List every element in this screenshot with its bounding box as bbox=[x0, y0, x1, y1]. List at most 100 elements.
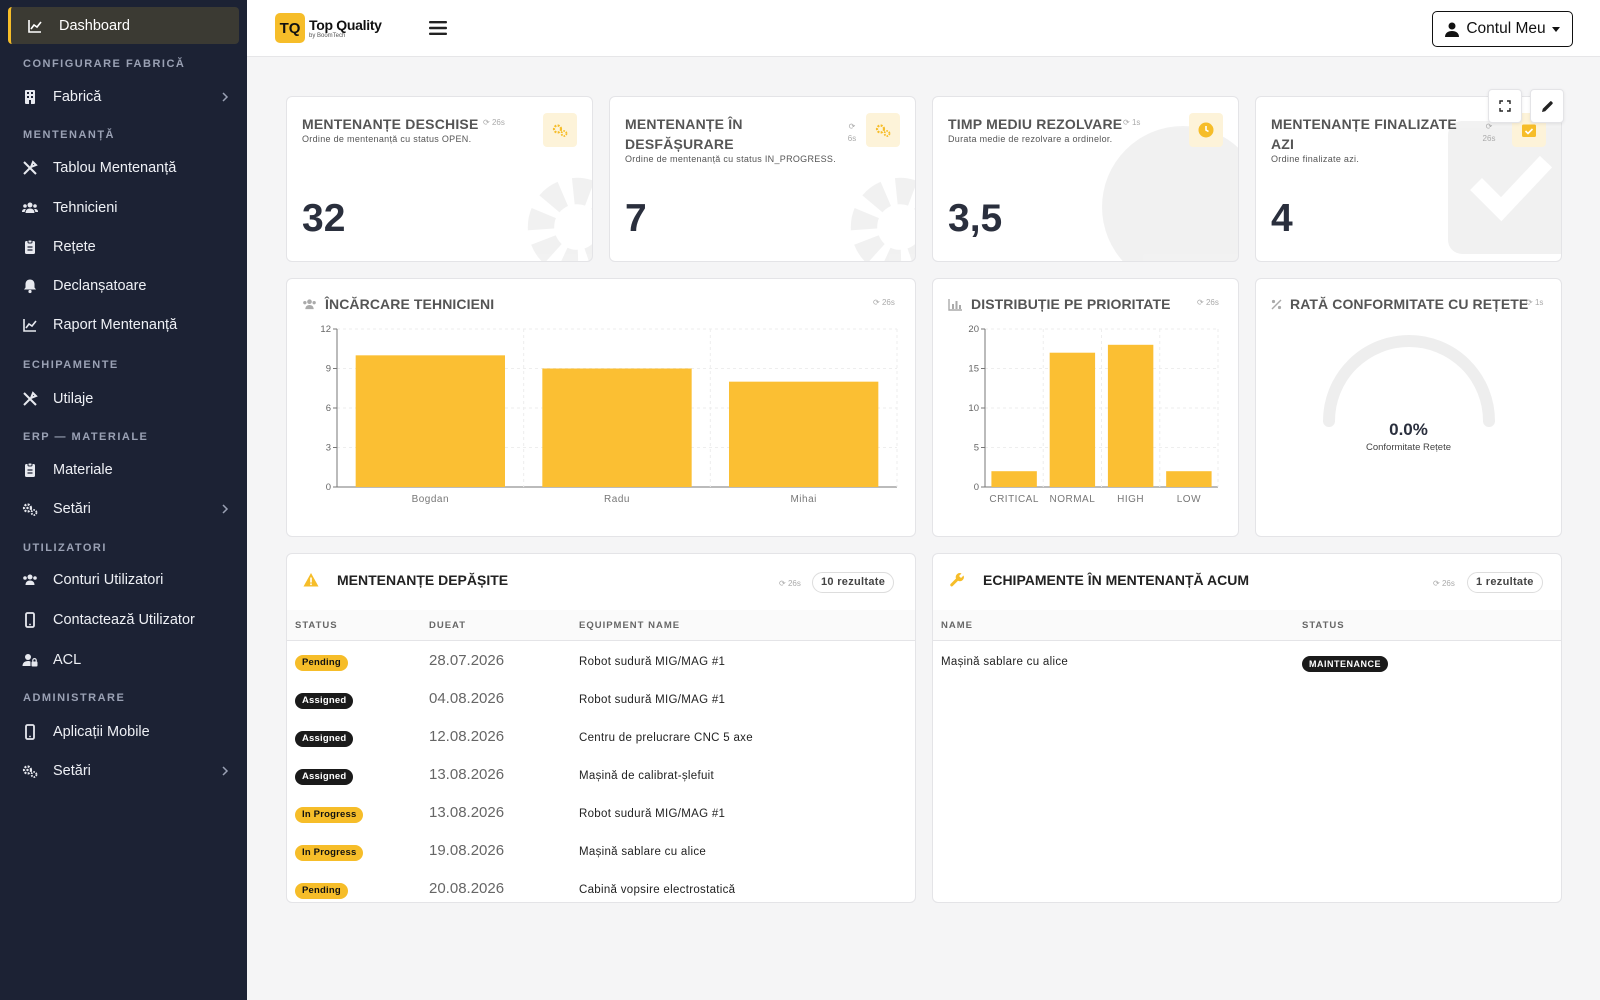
x-tick-label: NORMAL bbox=[1049, 494, 1095, 505]
sidebar-item-tablou-mentenanta[interactable]: Tablou Mentenanță bbox=[22, 156, 234, 180]
logo[interactable]: TQ Top Quality by BoomTech bbox=[275, 13, 382, 43]
sidebar-item-declansatoare[interactable]: Declanșatoare bbox=[22, 274, 234, 298]
x-tick-label: HIGH bbox=[1117, 494, 1144, 505]
status-badge: MAINTENANCE bbox=[1302, 656, 1388, 672]
table-row[interactable]: In Progress 19.08.2026 Mașină sablare cu a… bbox=[287, 833, 915, 871]
topbar: TQ Top Quality by BoomTech Contul Meu bbox=[247, 0, 1600, 57]
users-icon bbox=[22, 202, 38, 213]
equipment-name: Robot sudură MIG/MAG #1 bbox=[579, 656, 726, 668]
sidebar-item-label: Rețete bbox=[53, 239, 96, 255]
status-badge: Pending bbox=[295, 655, 348, 671]
building-icon bbox=[25, 90, 35, 104]
fullscreen-button[interactable] bbox=[1488, 89, 1522, 123]
due-date: 13.08.2026 bbox=[429, 766, 505, 783]
sidebar-item-acl[interactable]: ACL bbox=[22, 648, 234, 672]
y-tick-label: 10 bbox=[968, 403, 979, 414]
bar-normal bbox=[1049, 352, 1096, 487]
y-tick-label: 5 bbox=[974, 443, 979, 454]
sidebar-item-fabrica[interactable]: Fabrică bbox=[22, 85, 234, 109]
sidebar-item-setari-admin[interactable]: Setări bbox=[22, 759, 234, 783]
refresh-interval: ⟳ 26s bbox=[779, 579, 801, 588]
table-row[interactable]: In Progress 13.08.2026 Robot sudură MIG/MA… bbox=[287, 795, 915, 833]
logo-name: Top Quality bbox=[309, 16, 382, 33]
y-tick-label: 9 bbox=[326, 364, 331, 375]
equipment-name: Centru de prelucrare CNC 5 axe bbox=[579, 732, 753, 744]
kpi-subtitle: Ordine de mentenanță cu status IN_PROGRE… bbox=[625, 154, 836, 164]
bell-icon bbox=[24, 279, 36, 294]
status-badge: Assigned bbox=[295, 693, 354, 709]
user-lock-icon bbox=[22, 654, 38, 667]
table-row[interactable]: Pending 20.08.2026 Cabină vopsire electros… bbox=[287, 871, 915, 902]
sidebar-item-label: Utilaje bbox=[53, 391, 94, 407]
refresh-interval: ⟳ 26s bbox=[483, 118, 505, 127]
table-row[interactable]: Assigned 12.08.2026 Centru de prelucrare C… bbox=[287, 719, 915, 757]
y-tick-label: 15 bbox=[968, 364, 979, 375]
sidebar-section-title: UTILIZATORI bbox=[23, 542, 107, 554]
sidebar-item-retete[interactable]: Rețete bbox=[22, 235, 234, 259]
kpi-icon-box bbox=[543, 113, 577, 147]
sidebar-item-materiale[interactable]: Materiale bbox=[22, 458, 234, 482]
chart-line-icon bbox=[28, 19, 42, 33]
column-header-status[interactable]: STATUS bbox=[1302, 620, 1345, 631]
edit-button[interactable] bbox=[1530, 89, 1564, 123]
table-row[interactable]: Assigned 04.08.2026 Robot sudură MIG/MAG #… bbox=[287, 681, 915, 719]
chart-title: RATĂ CONFORMITATE CU REȚETE bbox=[1271, 296, 1528, 312]
column-header-equipment[interactable]: EQUIPMENT NAME bbox=[579, 620, 681, 631]
sidebar-section-title: ADMINISTRARE bbox=[23, 692, 126, 704]
table-row[interactable]: Assigned 13.08.2026 Mașină de calibrat-șle… bbox=[287, 757, 915, 795]
gears-watermark-icon bbox=[527, 177, 592, 261]
table-row[interactable]: Mașină sablare cu alice MAINTENANCE bbox=[933, 644, 1561, 682]
clipboard-icon bbox=[25, 239, 35, 254]
account-dropdown-button[interactable]: Contul Meu bbox=[1432, 11, 1573, 47]
sidebar-item-setari-erp[interactable]: Setări bbox=[22, 497, 234, 521]
sidebar-item-dashboard[interactable]: Dashboard bbox=[8, 7, 239, 44]
bar-mihai bbox=[729, 381, 879, 487]
equipment-name: Mașină sablare cu alice bbox=[941, 656, 1069, 668]
sidebar-item-raport-mentenanta[interactable]: Raport Mentenanță bbox=[22, 313, 234, 337]
refresh-interval: ⟳ 1s bbox=[1123, 118, 1141, 127]
y-tick-label: 0 bbox=[974, 482, 979, 493]
kpi-value: 32 bbox=[302, 197, 346, 240]
priority-distribution-bar-chart: 0 5 10 15 20 CRITICAL NORMAL HIGH LOW bbox=[968, 324, 1219, 505]
column-header-due[interactable]: DUEAT bbox=[429, 620, 467, 631]
y-tick-label: 12 bbox=[320, 324, 331, 335]
calendar-check-icon bbox=[1522, 124, 1536, 137]
sidebar-item-label: Contactează Utilizator bbox=[53, 612, 195, 628]
clock-icon bbox=[1198, 122, 1214, 138]
sidebar: Dashboard CONFIGURARE FABRICĂ Fabrică ME… bbox=[0, 0, 247, 1000]
hamburger-menu-icon[interactable] bbox=[429, 20, 447, 36]
sidebar-section-title: ECHIPAMENTE bbox=[23, 359, 119, 371]
due-date: 19.08.2026 bbox=[429, 842, 505, 859]
chart-title: ÎNCĂRCARE TEHNICIENI bbox=[302, 296, 494, 312]
sidebar-item-conturi-utilizatori[interactable]: Conturi Utilizatori bbox=[22, 568, 234, 592]
sidebar-item-label: Raport Mentenanță bbox=[53, 317, 178, 333]
sidebar-item-label: Aplicații Mobile bbox=[53, 724, 150, 740]
gears-icon bbox=[22, 765, 38, 778]
y-tick-label: 6 bbox=[326, 403, 331, 414]
chart-card-conformity: RATĂ CONFORMITATE CU REȚETE ⟳ 1s 0.0% Co… bbox=[1255, 278, 1562, 537]
table-row[interactable]: Pending 28.07.2026 Robot sudură MIG/MAG #1 bbox=[287, 643, 915, 681]
column-header-name[interactable]: NAME bbox=[941, 620, 973, 631]
sidebar-item-contacteaza-utilizator[interactable]: Contactează Utilizator bbox=[22, 608, 234, 632]
refresh-interval: ⟳ 26s bbox=[1482, 122, 1496, 143]
status-badge: In Progress bbox=[295, 807, 364, 823]
equipment-name: Cabină vopsire electrostatică bbox=[579, 884, 736, 896]
clipboard-icon bbox=[25, 462, 35, 477]
sidebar-item-label: Dashboard bbox=[59, 17, 130, 34]
column-header-status[interactable]: STATUS bbox=[295, 620, 338, 631]
tools-icon bbox=[23, 160, 38, 175]
sidebar-item-label: Materiale bbox=[53, 462, 113, 478]
users-icon bbox=[303, 298, 316, 309]
sidebar-item-tehnicieni[interactable]: Tehnicieni bbox=[22, 196, 234, 220]
gauge-caption: Conformitate Rețete bbox=[1365, 442, 1451, 453]
technician-load-bar-chart: 0 3 6 9 12 Bogdan Radu Mihai bbox=[320, 324, 898, 505]
equipment-name: Robot sudură MIG/MAG #1 bbox=[579, 808, 726, 820]
sidebar-item-aplicatii-mobile[interactable]: Aplicații Mobile bbox=[22, 720, 234, 744]
sidebar-item-label: Conturi Utilizatori bbox=[53, 572, 164, 588]
sidebar-item-label: Setări bbox=[53, 763, 91, 779]
sidebar-section-title: ERP — MATERIALE bbox=[23, 431, 149, 443]
x-tick-label: CRITICAL bbox=[989, 494, 1039, 505]
sidebar-item-label: Tablou Mentenanță bbox=[53, 160, 177, 176]
sidebar-item-utilaje[interactable]: Utilaje bbox=[22, 387, 234, 411]
user-icon bbox=[1445, 22, 1460, 37]
